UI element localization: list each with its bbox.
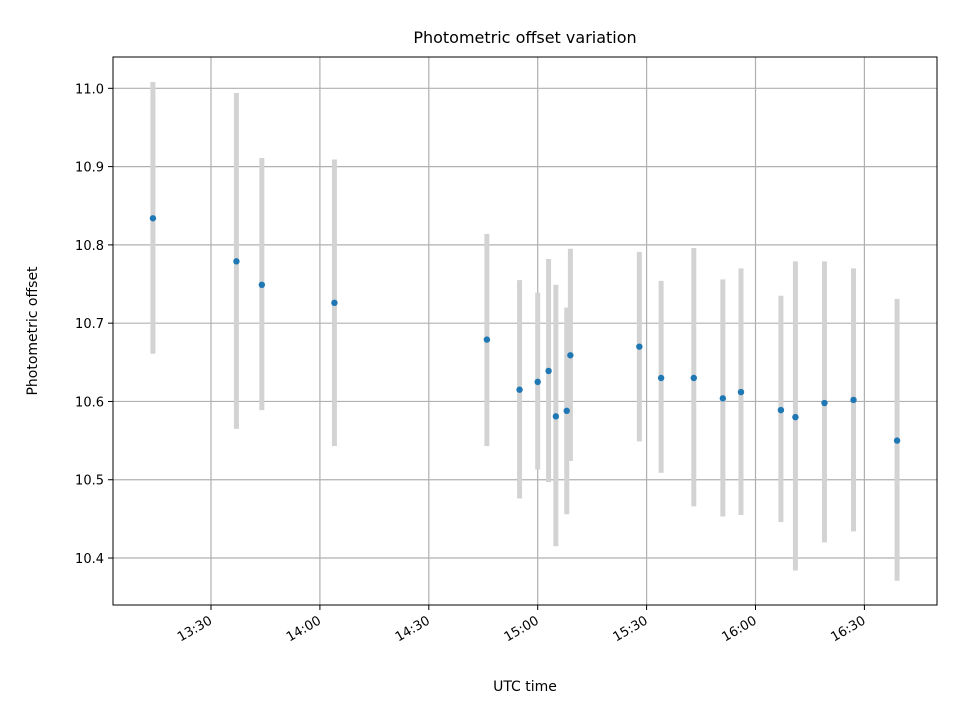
- x-axis-label: UTC time: [493, 679, 557, 695]
- data-point: [545, 367, 552, 375]
- y-tick-label: 10.9: [75, 161, 104, 176]
- data-point: [777, 406, 785, 414]
- data-point: [552, 413, 560, 420]
- data-point: [821, 399, 828, 407]
- y-axis-label: Photometric offset: [25, 266, 41, 396]
- chart-title: Photometric offset variation: [413, 28, 636, 47]
- y-axis: 10.4 10.5 10.6 10.7 10.8 10.9 11.0: [75, 82, 113, 567]
- data-point: [893, 437, 901, 444]
- data-point: [258, 281, 266, 289]
- y-tick-label: 10.8: [75, 239, 104, 254]
- y-tick-label: 10.5: [75, 474, 104, 489]
- data-point: [331, 299, 338, 307]
- y-tick-label: 11.0: [75, 82, 104, 97]
- data-point: [737, 388, 745, 396]
- y-tick-label: 10.7: [75, 317, 104, 332]
- data-points: [149, 215, 901, 444]
- data-point: [563, 407, 570, 415]
- data-point: [792, 413, 799, 421]
- data-point: [516, 386, 523, 393]
- data-point: [690, 374, 697, 382]
- data-point: [850, 396, 857, 404]
- grid: [113, 57, 937, 605]
- data-point: [719, 395, 727, 402]
- data-point: [636, 343, 643, 350]
- data-point: [534, 378, 541, 386]
- data-point: [233, 258, 240, 265]
- data-point: [567, 352, 574, 359]
- y-tick-label: 10.6: [75, 395, 104, 410]
- plot-frame: [112, 56, 938, 606]
- data-point: [657, 374, 665, 382]
- data-point: [149, 215, 157, 222]
- data-point: [483, 336, 491, 343]
- y-tick-label: 10.4: [75, 552, 104, 567]
